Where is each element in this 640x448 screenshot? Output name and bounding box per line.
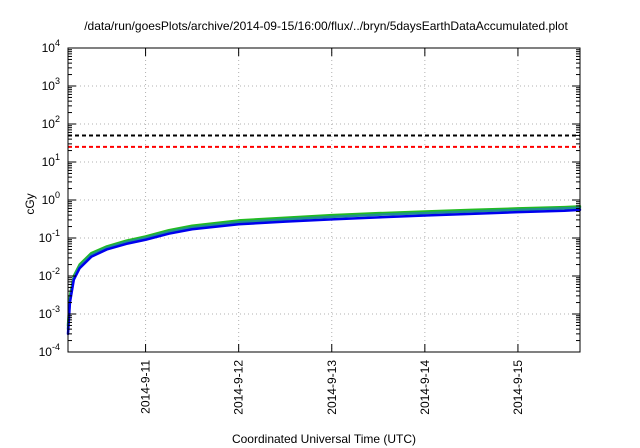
series-lines bbox=[66, 205, 582, 336]
x-tick-labels: 2014-9-11 2014-9-12 2014-9-13 2014-9-14 2014… bbox=[139, 360, 525, 415]
y-tick-label: 103 bbox=[42, 76, 60, 93]
y-tick-label: 102 bbox=[42, 114, 60, 131]
y-axis-label: cGy bbox=[23, 193, 37, 214]
y-tick-label: 104 bbox=[42, 38, 60, 55]
x-tick-label: 2014-9-12 bbox=[232, 360, 246, 415]
y-tick-label: 10-1 bbox=[39, 228, 60, 245]
x-tick-label: 2014-9-15 bbox=[511, 360, 525, 415]
y-tick-label: 10-4 bbox=[39, 342, 60, 359]
y-tick-label: 100 bbox=[42, 190, 60, 207]
x-tick-label: 2014-9-14 bbox=[418, 360, 432, 415]
y-tick-label: 10-2 bbox=[39, 266, 60, 283]
y-tick-labels: 10-4 10-3 10-2 10-1 100 101 102 103 104 bbox=[39, 38, 60, 359]
x-tick-label: 2014-9-13 bbox=[325, 360, 339, 415]
series-line-3 bbox=[66, 208, 582, 336]
axis-ticks bbox=[68, 47, 580, 353]
y-tick-label: 10-3 bbox=[39, 304, 60, 321]
y-tick-label: 101 bbox=[42, 152, 60, 169]
x-tick-label: 2014-9-11 bbox=[139, 360, 153, 414]
threshold-lines bbox=[68, 134, 580, 148]
series-line-2 bbox=[66, 206, 582, 331]
series-line-1 bbox=[66, 205, 582, 327]
x-axis-label: Coordinated Universal Time (UTC) bbox=[232, 432, 416, 446]
chart-title: /data/run/goesPlots/archive/2014-09-15/1… bbox=[84, 19, 568, 33]
grid bbox=[68, 48, 580, 352]
